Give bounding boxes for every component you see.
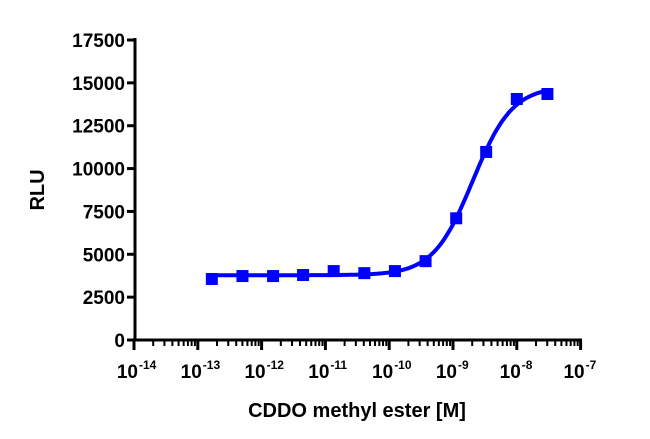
y-tick-label: 17500 [72, 31, 125, 52]
y-tick-label: 15000 [72, 74, 125, 95]
y-tick-label: 12500 [72, 117, 125, 138]
x-tick-label: 10 [308, 362, 329, 383]
x-tick-exponent: -12 [267, 358, 285, 372]
data-point [236, 270, 249, 283]
data-point [327, 265, 340, 278]
x-tick-exponent: -7 [586, 358, 597, 372]
data-point [541, 88, 554, 100]
data-point [297, 269, 310, 282]
y-tick-label: 10000 [72, 160, 125, 181]
x-tick-label: 10 [436, 362, 457, 383]
x-axis-label: CDDO methyl ester [M] [248, 400, 466, 422]
data-point [267, 270, 280, 283]
x-tick-exponent: -11 [330, 358, 347, 372]
fit-curve [211, 88, 548, 278]
x-tick-exponent: -9 [458, 358, 469, 372]
x-tick-label: 10 [244, 362, 265, 383]
x-tick-label: 10 [563, 362, 584, 383]
x-tick-label: 10 [117, 362, 138, 383]
data-point [510, 92, 523, 105]
y-tick-label: 7500 [83, 202, 125, 223]
x-tick-exponent: -10 [394, 358, 412, 372]
x-tick-exponent: -8 [522, 358, 533, 372]
data-point [205, 272, 218, 285]
y-tick-label: 0 [114, 331, 125, 352]
x-tick-label: 10 [181, 362, 202, 383]
y-axis-label: RLU [27, 169, 49, 210]
x-tick-exponent: -14 [139, 358, 157, 372]
x-tick-exponent: -13 [203, 358, 221, 372]
y-tick-label: 5000 [83, 245, 125, 266]
data-point [419, 255, 432, 268]
data-point [358, 267, 371, 280]
x-tick-label: 10 [500, 362, 521, 383]
data-point [480, 145, 493, 158]
y-tick-label: 2500 [83, 288, 125, 309]
x-tick-label: 10 [372, 362, 393, 383]
data-point [388, 265, 401, 278]
data-point [450, 212, 463, 225]
